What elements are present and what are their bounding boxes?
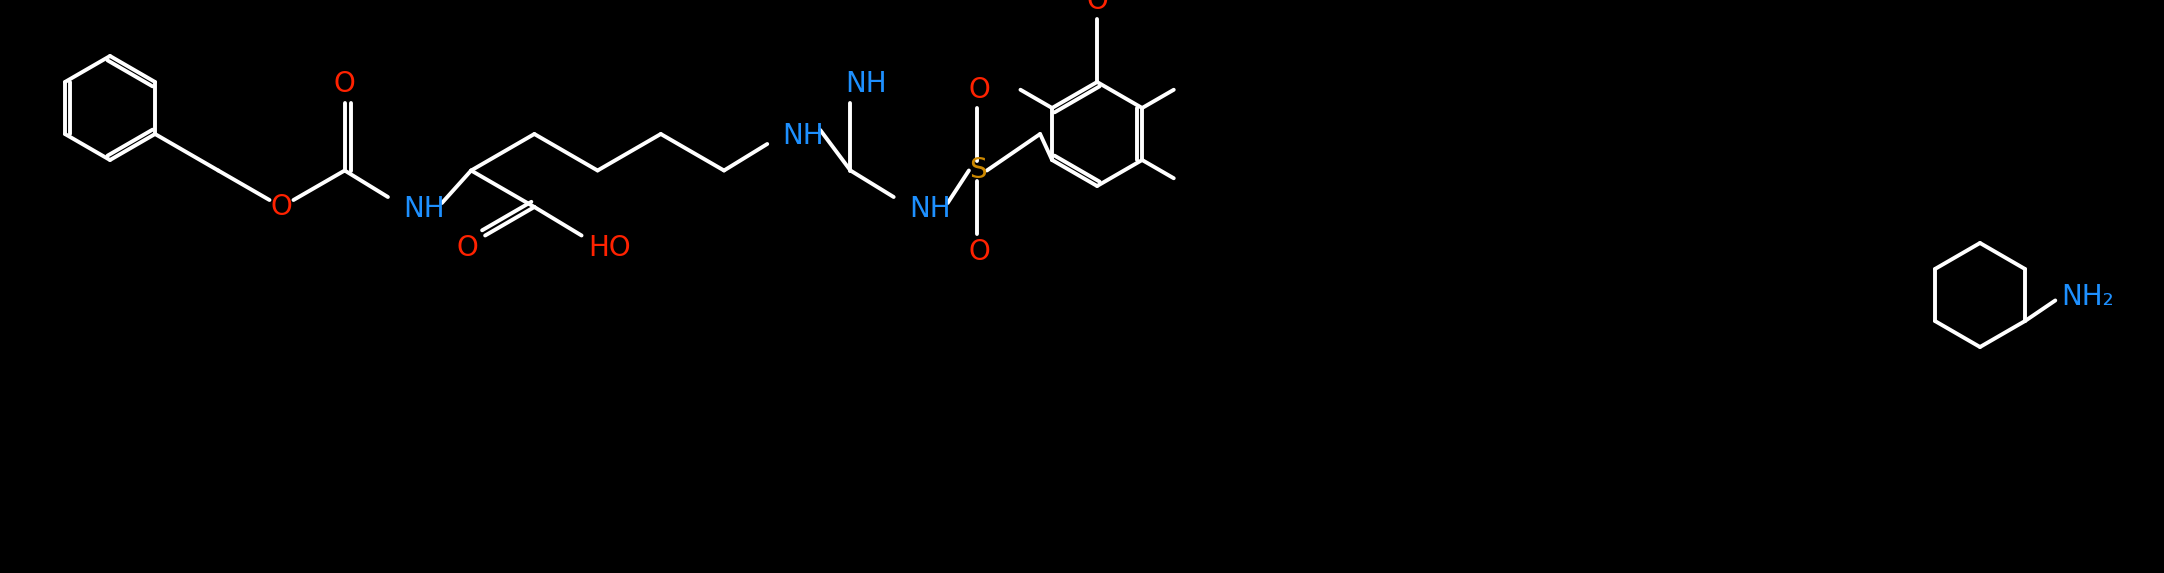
Text: O: O [967, 76, 989, 104]
Text: NH: NH [783, 122, 824, 150]
Text: O: O [967, 237, 989, 265]
Text: NH: NH [909, 195, 950, 223]
Text: S: S [969, 156, 987, 185]
Text: NH: NH [403, 195, 446, 223]
Text: HO: HO [589, 234, 632, 261]
Text: O: O [270, 193, 292, 221]
Text: O: O [333, 69, 355, 97]
Text: NH: NH [846, 69, 887, 97]
Text: O: O [1086, 0, 1108, 15]
Text: O: O [457, 234, 478, 261]
Text: NH₂: NH₂ [2060, 284, 2114, 312]
